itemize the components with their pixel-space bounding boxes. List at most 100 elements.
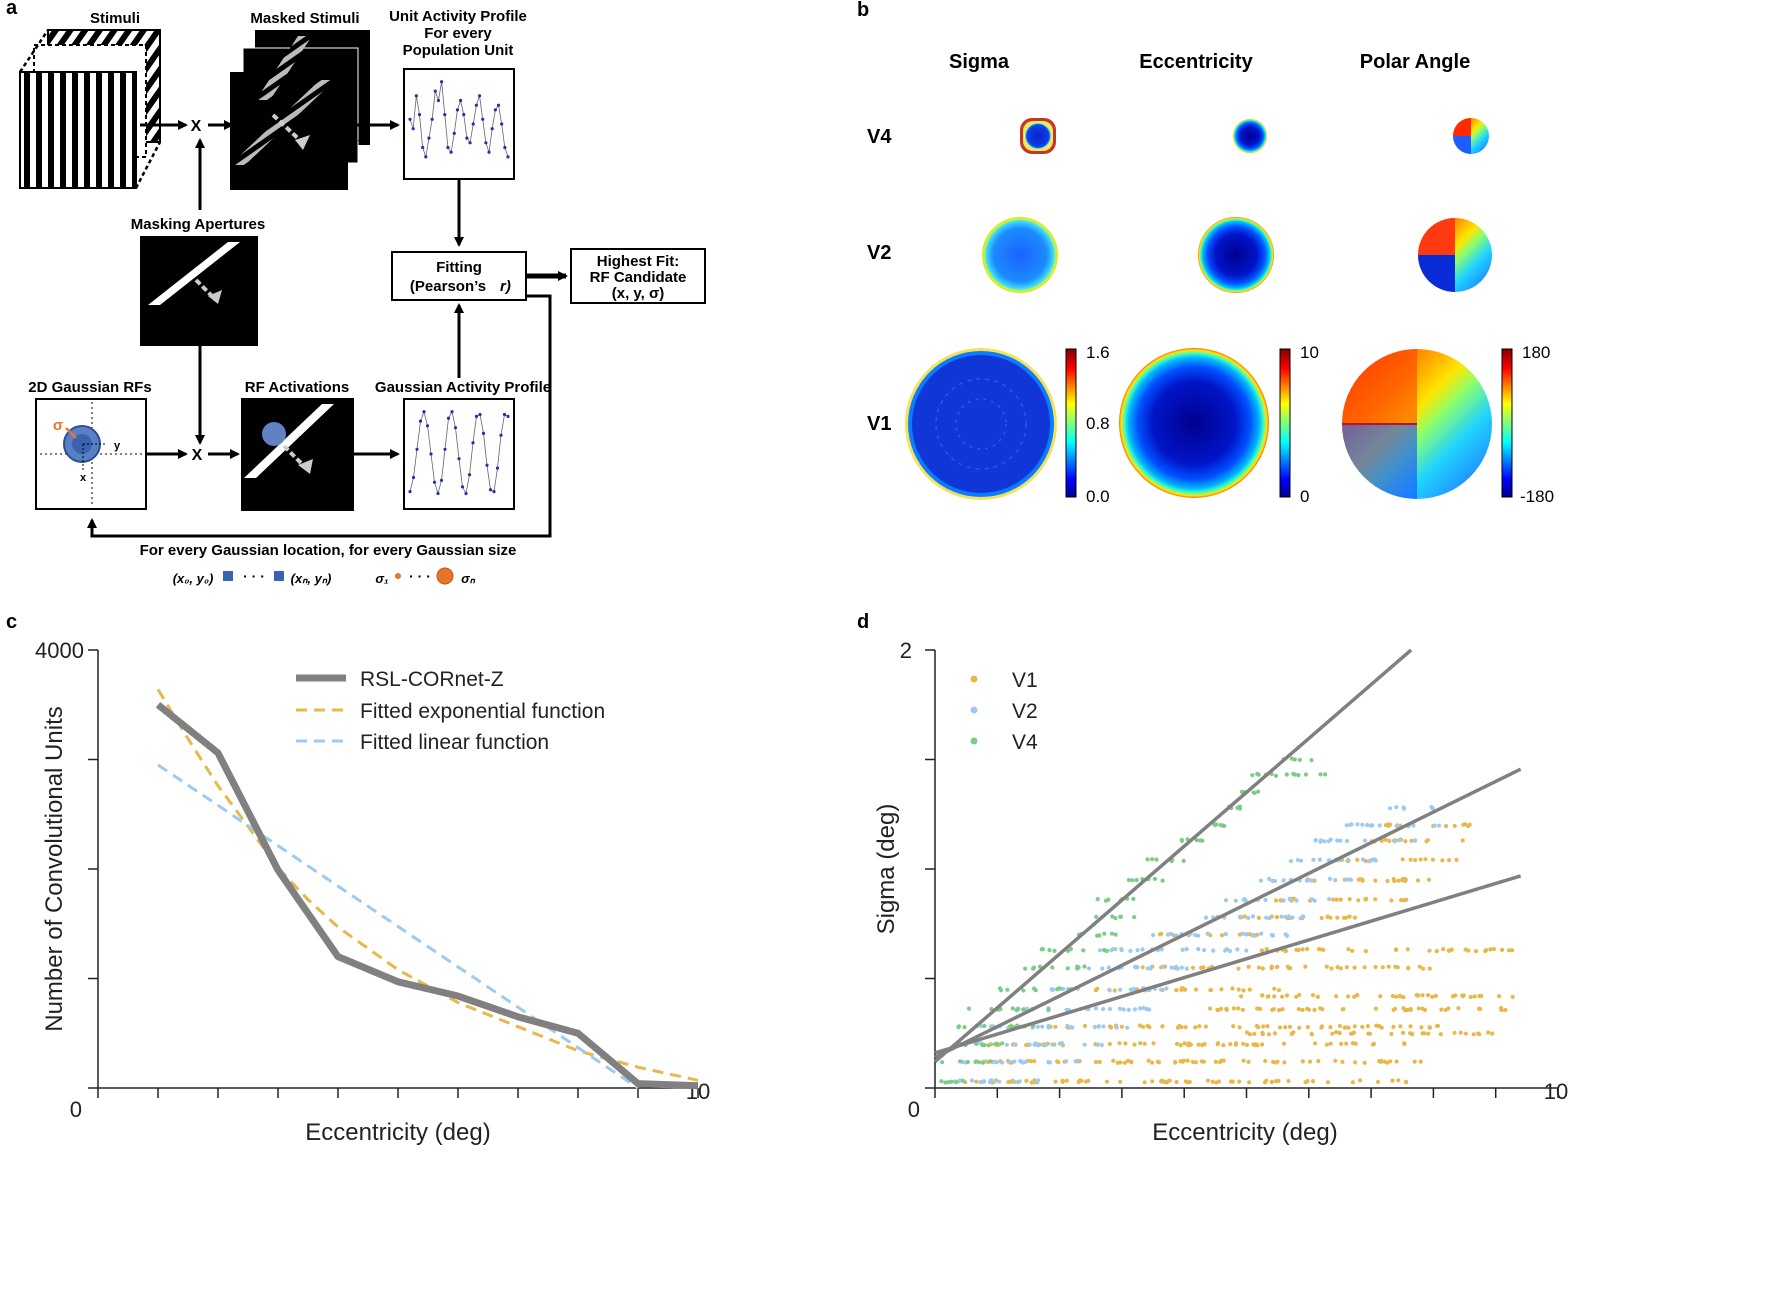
fit-line-v2 bbox=[934, 767, 1522, 1059]
point-v2 bbox=[1180, 947, 1185, 953]
point-v2 bbox=[1086, 966, 1092, 971]
point-v1 bbox=[1334, 994, 1339, 999]
point-v4 bbox=[1213, 823, 1218, 828]
point-v2 bbox=[982, 1079, 987, 1084]
profile-point bbox=[481, 431, 486, 435]
profile-point bbox=[433, 89, 437, 93]
point-v1 bbox=[1219, 933, 1225, 938]
point-v4 bbox=[1033, 987, 1038, 993]
point-v2 bbox=[1318, 839, 1323, 844]
point-v1 bbox=[1271, 1007, 1276, 1012]
profile-point bbox=[422, 410, 426, 414]
point-v2 bbox=[1264, 915, 1269, 920]
point-v1 bbox=[1401, 1030, 1406, 1035]
point-v1 bbox=[1331, 897, 1336, 902]
point-v1 bbox=[1352, 1024, 1357, 1029]
point-v4 bbox=[1076, 965, 1081, 970]
point-v1 bbox=[1426, 877, 1432, 882]
point-v2 bbox=[1281, 898, 1286, 903]
point-v1 bbox=[1316, 1059, 1321, 1064]
profile-point bbox=[425, 424, 430, 428]
point-v1 bbox=[1228, 1042, 1233, 1047]
point-v1 bbox=[1334, 897, 1339, 902]
profile-point bbox=[440, 80, 444, 84]
point-v2 bbox=[1211, 948, 1216, 953]
point-v1 bbox=[1438, 1032, 1443, 1037]
profile-point bbox=[415, 447, 419, 451]
panel-d: d 0 10 2 Eccentricity (deg) Sigma (deg) V1 V2 V… bbox=[857, 611, 1568, 1146]
point-v2 bbox=[1099, 1042, 1104, 1048]
point-v2 bbox=[992, 1079, 997, 1084]
location-square-end bbox=[274, 571, 284, 581]
point-v1 bbox=[1122, 1060, 1127, 1065]
point-v1 bbox=[1260, 993, 1265, 998]
point-v1 bbox=[1379, 1058, 1384, 1063]
point-v2 bbox=[1258, 878, 1263, 883]
stimuli-label: Stimuli bbox=[90, 10, 140, 27]
point-v2 bbox=[1107, 1006, 1112, 1012]
point-v2 bbox=[1101, 1007, 1106, 1012]
header-sigma: Sigma bbox=[949, 51, 1010, 73]
point-v1 bbox=[1355, 857, 1360, 863]
profile-point bbox=[478, 412, 482, 417]
profile-point bbox=[411, 127, 415, 131]
point-v1 bbox=[1385, 1060, 1390, 1065]
point-v1 bbox=[1473, 949, 1479, 954]
point-v2 bbox=[1095, 1042, 1100, 1047]
point-v2 bbox=[1184, 947, 1189, 952]
point-v1 bbox=[1118, 1060, 1123, 1065]
profile-point bbox=[474, 414, 479, 418]
point-v2 bbox=[1158, 987, 1164, 992]
point-v4 bbox=[1000, 1041, 1005, 1046]
point-v4 bbox=[1050, 965, 1055, 970]
x-tick-label-min: 0 bbox=[70, 1097, 82, 1122]
point-v1 bbox=[1256, 965, 1262, 970]
point-v2 bbox=[1106, 965, 1111, 970]
point-v1 bbox=[1453, 993, 1458, 998]
point-v1 bbox=[1373, 878, 1378, 883]
point-v1 bbox=[1425, 838, 1430, 843]
point-v4 bbox=[1052, 948, 1057, 954]
point-v1 bbox=[1305, 946, 1310, 952]
point-v2 bbox=[1279, 914, 1284, 919]
point-v4 bbox=[1297, 757, 1302, 763]
point-v1 bbox=[1389, 898, 1394, 903]
point-v2 bbox=[1283, 932, 1288, 937]
point-v2 bbox=[1272, 878, 1278, 884]
map-v4-eccentricity bbox=[1233, 119, 1267, 153]
point-v4 bbox=[1237, 806, 1242, 811]
point-v2 bbox=[1006, 1059, 1012, 1065]
point-v1 bbox=[1193, 1060, 1198, 1065]
point-v1 bbox=[1347, 914, 1352, 919]
point-v1 bbox=[1104, 1079, 1109, 1084]
x-tick-label-max: 10 bbox=[1544, 1079, 1568, 1104]
profile-point bbox=[408, 117, 412, 121]
point-v1 bbox=[1461, 822, 1466, 827]
point-v4 bbox=[965, 1059, 971, 1065]
point-v1 bbox=[1241, 1041, 1246, 1046]
profile-point bbox=[487, 150, 491, 154]
point-v1 bbox=[1258, 1006, 1263, 1012]
point-v1 bbox=[1472, 994, 1477, 999]
series-rsl-cornet-z bbox=[155, 702, 699, 1090]
point-v1 bbox=[1498, 1006, 1504, 1011]
point-v1 bbox=[1236, 966, 1241, 971]
loop-caption: For every Gaussian location, for every G… bbox=[140, 542, 517, 559]
point-v1 bbox=[1335, 915, 1340, 920]
gaussian-profile-box bbox=[403, 398, 515, 510]
point-v1 bbox=[1398, 994, 1403, 999]
point-v1 bbox=[1341, 1007, 1346, 1012]
point-v2 bbox=[1012, 1079, 1017, 1085]
point-v1 bbox=[1362, 965, 1367, 970]
point-v1 bbox=[1201, 965, 1206, 970]
point-v1 bbox=[1150, 1079, 1155, 1084]
point-v4 bbox=[986, 1043, 991, 1048]
y-tick-label-max: 2 bbox=[900, 638, 912, 663]
profile-point bbox=[427, 136, 431, 140]
point-v1 bbox=[1260, 1042, 1265, 1047]
point-v1 bbox=[1344, 1041, 1349, 1046]
point-v1 bbox=[1477, 993, 1482, 999]
point-v2 bbox=[1233, 898, 1238, 903]
point-v2 bbox=[1287, 897, 1292, 902]
